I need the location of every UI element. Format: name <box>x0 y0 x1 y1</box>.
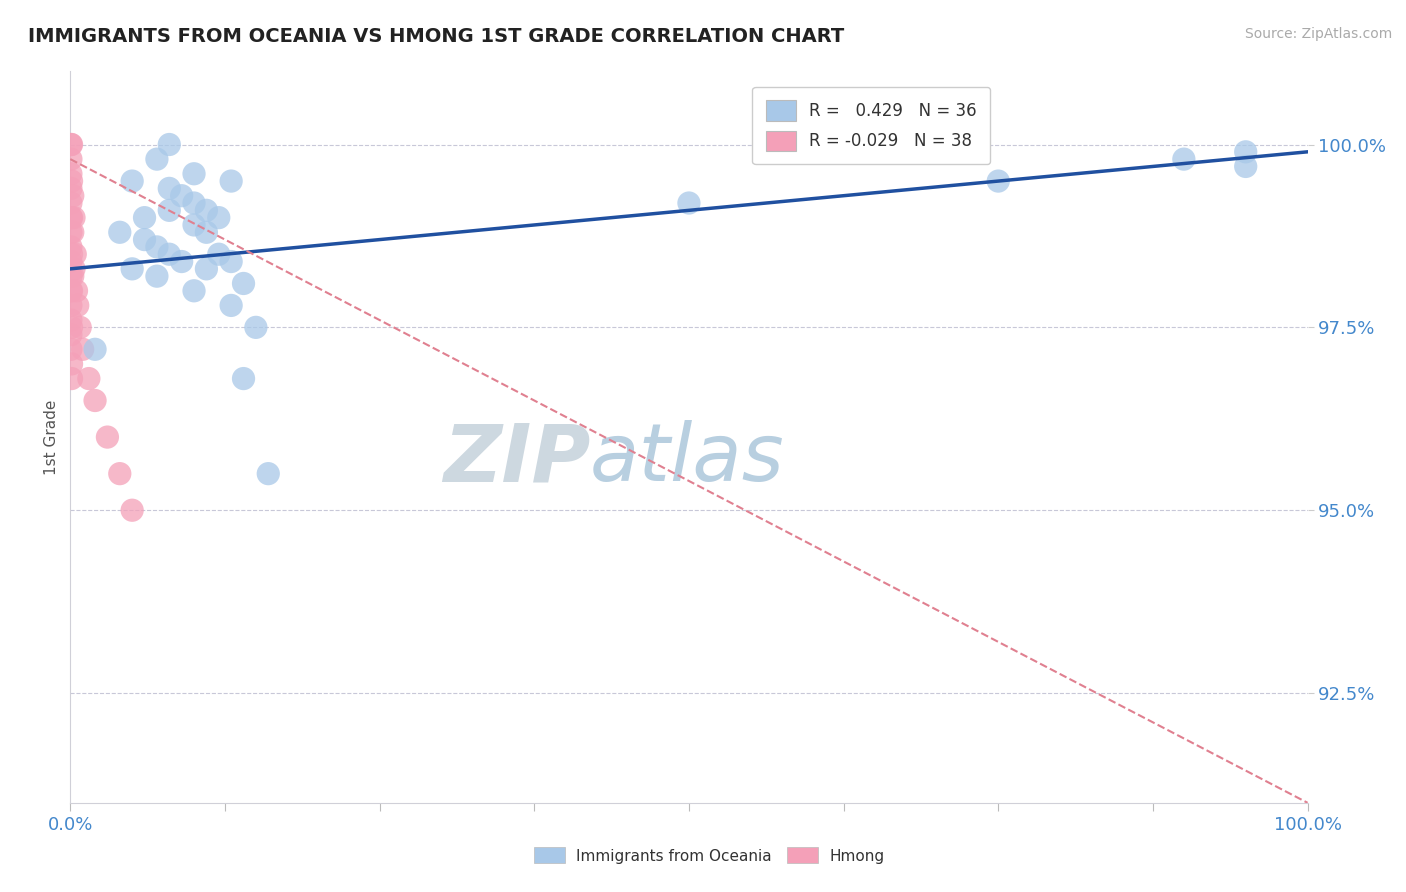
Point <box>63 211 86 225</box>
Point <box>1234 145 1257 159</box>
Point <box>77 371 100 385</box>
Point <box>59 137 82 152</box>
Text: Source: ZipAtlas.com: Source: ZipAtlas.com <box>1244 27 1392 41</box>
Point <box>63 261 86 276</box>
Point <box>232 277 254 291</box>
Point <box>121 174 143 188</box>
Point <box>60 371 83 385</box>
Point <box>96 430 118 444</box>
Point <box>72 343 94 357</box>
Point <box>60 320 83 334</box>
Point <box>157 181 180 195</box>
Point <box>65 247 87 261</box>
Point <box>1173 152 1195 166</box>
Point <box>134 211 156 225</box>
Text: IMMIGRANTS FROM OCEANIA VS HMONG 1ST GRADE CORRELATION CHART: IMMIGRANTS FROM OCEANIA VS HMONG 1ST GRA… <box>28 27 845 45</box>
Text: ZIP: ZIP <box>443 420 591 498</box>
Point <box>183 167 205 181</box>
Point <box>84 393 107 408</box>
Point <box>146 240 169 254</box>
Point <box>60 357 83 371</box>
Point <box>195 225 218 239</box>
Point <box>84 343 107 357</box>
Y-axis label: 1st Grade: 1st Grade <box>44 400 59 475</box>
Text: Immigrants from Oceania: Immigrants from Oceania <box>576 849 772 863</box>
Point <box>219 254 242 268</box>
Point <box>60 211 83 225</box>
Point <box>59 327 82 342</box>
Point <box>60 284 83 298</box>
Point <box>170 254 193 268</box>
Point <box>60 247 83 261</box>
Point <box>108 225 131 239</box>
Point <box>219 174 242 188</box>
Point <box>134 233 156 247</box>
Point <box>195 203 218 218</box>
Point <box>59 269 82 284</box>
Point <box>208 247 231 261</box>
Point <box>59 284 82 298</box>
Point <box>59 167 82 181</box>
Point <box>59 152 82 166</box>
Point <box>678 196 700 211</box>
Point <box>62 188 84 202</box>
Point <box>170 188 193 202</box>
Point <box>146 269 169 284</box>
Point <box>59 313 82 327</box>
Point <box>59 343 82 357</box>
Point <box>146 152 169 166</box>
Point <box>59 240 82 254</box>
Point <box>121 261 143 276</box>
Point <box>195 261 218 276</box>
Point <box>232 371 254 385</box>
Point <box>59 211 82 225</box>
Point <box>219 298 242 312</box>
Point <box>1234 160 1257 174</box>
Point <box>59 196 82 211</box>
Point <box>157 137 180 152</box>
Point <box>208 211 231 225</box>
Point <box>987 174 1010 188</box>
Point <box>121 503 143 517</box>
Point <box>157 203 180 218</box>
Point <box>108 467 131 481</box>
Point <box>59 225 82 239</box>
Point <box>60 174 83 188</box>
Point <box>245 320 267 334</box>
Text: atlas: atlas <box>591 420 785 498</box>
Point <box>62 225 84 239</box>
Point <box>65 284 87 298</box>
Point <box>59 254 82 268</box>
Point <box>183 218 205 232</box>
Point <box>157 247 180 261</box>
Point <box>60 137 83 152</box>
Point <box>59 298 82 312</box>
Point <box>62 269 84 284</box>
Point <box>69 320 91 334</box>
Point <box>183 196 205 211</box>
Point <box>183 284 205 298</box>
Point <box>66 298 89 312</box>
Point <box>59 181 82 195</box>
Legend: R =   0.429   N = 36, R = -0.029   N = 38: R = 0.429 N = 36, R = -0.029 N = 38 <box>752 87 990 164</box>
Text: Hmong: Hmong <box>830 849 884 863</box>
Point <box>257 467 280 481</box>
